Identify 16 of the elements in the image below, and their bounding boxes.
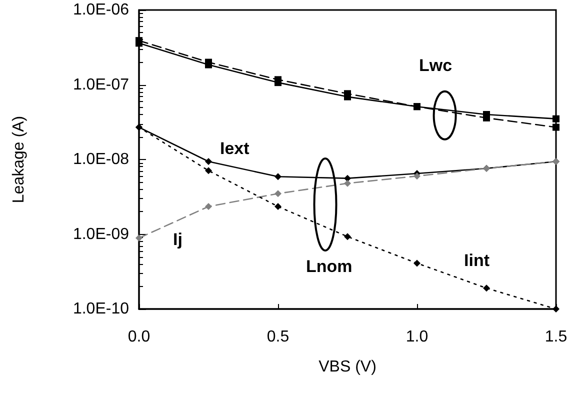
annotation: Iext [220, 139, 250, 158]
y-axis-title: Leakage (A) [10, 116, 28, 204]
annotation: Ij [173, 230, 182, 249]
x-axis-title: VBS (V) [318, 358, 376, 376]
annotation: Lnom [306, 257, 352, 276]
x-tick-label: 1.5 [544, 328, 568, 346]
x-tick-label: 0.0 [128, 328, 150, 346]
y-tick-label: 1.0E-08 [72, 151, 130, 168]
x-tick-label: 1.0 [406, 328, 428, 346]
annotation: Lwc [419, 56, 452, 75]
annotation: Iint [464, 251, 490, 270]
y-tick-label: 1.0E-10 [72, 300, 130, 318]
y-tick-label: 1.0E-07 [72, 76, 130, 94]
y-tick-label: 1.0E-06 [72, 2, 130, 18]
x-tick-label: 0.5 [266, 328, 290, 346]
y-tick-label: 1.0E-09 [72, 226, 130, 243]
